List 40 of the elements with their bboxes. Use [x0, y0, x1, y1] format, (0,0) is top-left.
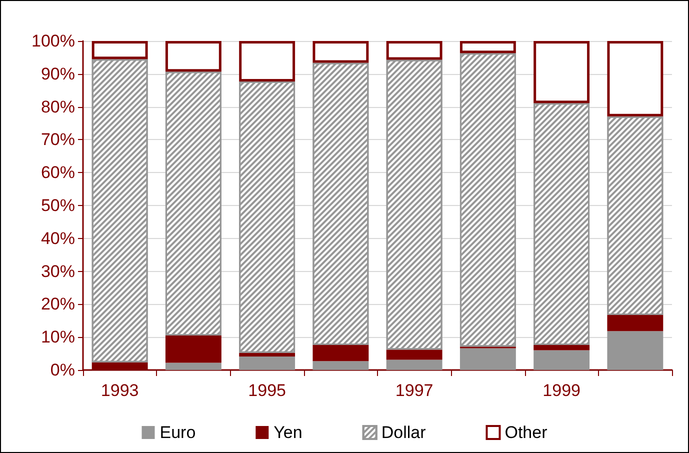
bar — [239, 352, 296, 357]
y-tick-label: 70% — [40, 130, 75, 150]
bar — [460, 41, 516, 54]
bar — [92, 41, 148, 60]
x-tick-label: 1999 — [542, 381, 580, 400]
x-tick-label: 1997 — [395, 381, 434, 400]
y-tick-label: 20% — [40, 294, 75, 314]
y-tick-label: 80% — [40, 97, 75, 116]
legend-label: Other — [504, 423, 548, 442]
bar — [312, 344, 369, 362]
legend-label: Euro — [160, 423, 196, 442]
bar — [312, 361, 369, 370]
legend-label: Yen — [274, 423, 302, 442]
y-tick-label: 0% — [50, 360, 75, 380]
bar — [312, 41, 369, 63]
bar — [239, 356, 296, 370]
bar — [607, 41, 664, 116]
bar — [607, 315, 664, 332]
y-tick-label: 100% — [32, 32, 75, 50]
bar — [460, 348, 516, 370]
y-tick-label: 30% — [40, 262, 75, 281]
y-tick-label: 40% — [40, 228, 75, 248]
y-tick-label: 60% — [40, 163, 75, 182]
bar — [165, 41, 222, 72]
bar — [386, 350, 442, 360]
x-tick-label: 1993 — [100, 381, 139, 400]
y-tick-label: 90% — [40, 64, 75, 84]
bar — [386, 41, 442, 60]
legend-label: Dollar — [381, 423, 426, 442]
bar — [165, 335, 222, 363]
x-tick-label: 1995 — [248, 381, 286, 400]
bar — [534, 41, 590, 104]
y-tick-label: 10% — [40, 328, 75, 347]
bar — [607, 331, 664, 370]
bar — [534, 344, 590, 350]
bar — [386, 360, 442, 370]
bar — [534, 350, 590, 370]
bar — [239, 41, 296, 82]
y-tick-label: 50% — [40, 196, 75, 215]
bar — [165, 362, 222, 370]
